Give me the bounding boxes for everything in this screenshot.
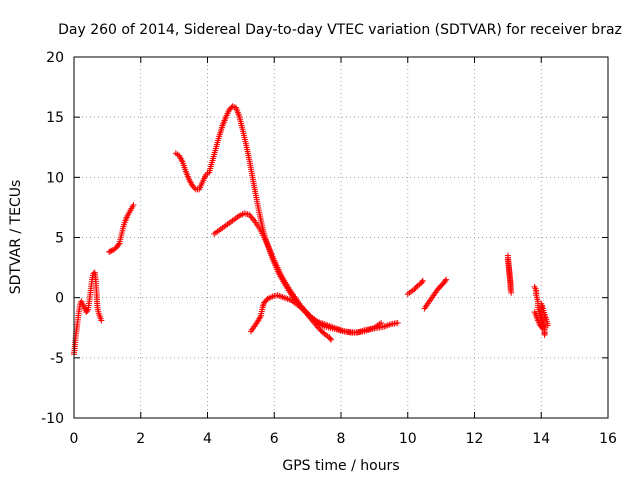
x-tick-label: 12 <box>466 431 484 447</box>
plus-marker <box>419 277 426 284</box>
plus-marker <box>539 324 546 331</box>
plus-marker <box>327 335 334 342</box>
x-tick-label: 16 <box>599 431 617 447</box>
series-s5 <box>247 292 401 336</box>
series-s4 <box>211 210 334 343</box>
series-s10 <box>531 300 551 332</box>
series-s1 <box>71 269 105 358</box>
series-s3 <box>172 103 385 336</box>
plot-frame <box>73 56 609 419</box>
series-s6 <box>404 277 426 298</box>
plus-marker <box>394 319 401 326</box>
plus-marker <box>108 247 115 254</box>
series-s7 <box>421 276 450 312</box>
y-tick-label: 5 <box>55 231 64 247</box>
plus-marker <box>541 331 548 338</box>
plus-marker <box>130 202 137 209</box>
y-tick-label: -5 <box>50 351 64 367</box>
y-tick-label: -10 <box>41 411 64 427</box>
y-tick-label: 10 <box>46 170 64 186</box>
plus-marker <box>418 279 425 286</box>
x-tick-label: 6 <box>270 431 279 447</box>
y-tick-labels: -10 -5 0 5 10 15 20 <box>41 50 64 427</box>
series-s2 <box>106 202 137 255</box>
y-axis-label: SDTVAR / TECUs <box>8 180 24 295</box>
plus-marker <box>191 185 198 192</box>
plus-marker <box>544 322 551 329</box>
x-tick-label: 4 <box>203 431 212 447</box>
plus-marker <box>98 317 105 324</box>
series-s8 <box>504 252 515 296</box>
x-tick-label: 0 <box>70 431 79 447</box>
x-tick-label: 8 <box>337 431 346 447</box>
x-tick-label: 14 <box>532 431 550 447</box>
plus-marker <box>504 252 511 259</box>
plus-marker <box>327 336 334 343</box>
x-tick-label: 2 <box>136 431 145 447</box>
plus-marker <box>107 248 114 255</box>
data-points <box>71 103 551 358</box>
chart-title: Day 260 of 2014, Sidereal Day-to-day VTE… <box>58 22 622 38</box>
y-tick-label: 20 <box>46 50 64 66</box>
y-tick-label: 0 <box>55 291 64 307</box>
y-tick-label: 15 <box>46 110 64 126</box>
plus-marker <box>115 241 122 248</box>
plus-marker <box>443 276 450 283</box>
plus-marker <box>442 277 449 284</box>
plus-marker <box>84 307 91 314</box>
x-tick-labels: 0 2 4 6 8 10 12 14 16 <box>70 431 617 447</box>
plus-marker <box>306 312 313 319</box>
grid-lines <box>74 57 608 418</box>
x-axis-label: GPS time / hours <box>282 458 399 474</box>
x-tick-label: 10 <box>399 431 417 447</box>
